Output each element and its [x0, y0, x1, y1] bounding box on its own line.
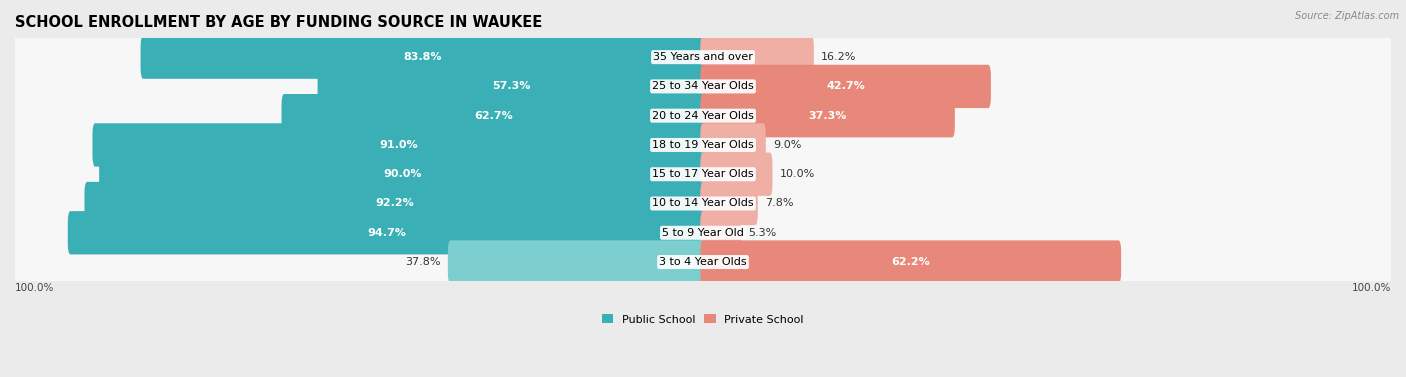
Text: Source: ZipAtlas.com: Source: ZipAtlas.com	[1295, 11, 1399, 21]
Text: 94.7%: 94.7%	[367, 228, 406, 238]
FancyBboxPatch shape	[318, 65, 706, 108]
Text: 100.0%: 100.0%	[15, 282, 55, 293]
FancyBboxPatch shape	[13, 211, 1393, 254]
Legend: Public School, Private School: Public School, Private School	[598, 310, 808, 329]
FancyBboxPatch shape	[141, 35, 706, 79]
Text: 92.2%: 92.2%	[375, 199, 415, 208]
FancyBboxPatch shape	[13, 94, 1393, 137]
FancyBboxPatch shape	[281, 94, 706, 137]
Text: 15 to 17 Year Olds: 15 to 17 Year Olds	[652, 169, 754, 179]
Text: 37.8%: 37.8%	[405, 257, 440, 267]
FancyBboxPatch shape	[700, 182, 758, 225]
FancyBboxPatch shape	[700, 35, 814, 79]
Text: 10 to 14 Year Olds: 10 to 14 Year Olds	[652, 199, 754, 208]
FancyBboxPatch shape	[84, 182, 706, 225]
FancyBboxPatch shape	[700, 123, 766, 167]
FancyBboxPatch shape	[449, 241, 706, 284]
Text: SCHOOL ENROLLMENT BY AGE BY FUNDING SOURCE IN WAUKEE: SCHOOL ENROLLMENT BY AGE BY FUNDING SOUR…	[15, 15, 543, 30]
FancyBboxPatch shape	[700, 65, 991, 108]
FancyBboxPatch shape	[13, 153, 1393, 196]
Text: 10.0%: 10.0%	[780, 169, 815, 179]
FancyBboxPatch shape	[13, 35, 1393, 79]
FancyBboxPatch shape	[93, 123, 706, 167]
Text: 20 to 24 Year Olds: 20 to 24 Year Olds	[652, 111, 754, 121]
Text: 5 to 9 Year Old: 5 to 9 Year Old	[662, 228, 744, 238]
Text: 90.0%: 90.0%	[384, 169, 422, 179]
FancyBboxPatch shape	[67, 211, 706, 254]
Text: 16.2%: 16.2%	[821, 52, 856, 62]
Text: 9.0%: 9.0%	[773, 140, 801, 150]
FancyBboxPatch shape	[700, 153, 772, 196]
FancyBboxPatch shape	[100, 153, 706, 196]
Text: 83.8%: 83.8%	[404, 52, 443, 62]
Text: 37.3%: 37.3%	[808, 111, 846, 121]
Text: 62.2%: 62.2%	[891, 257, 931, 267]
Text: 57.3%: 57.3%	[492, 81, 531, 91]
FancyBboxPatch shape	[13, 182, 1393, 225]
FancyBboxPatch shape	[13, 241, 1393, 284]
Text: 3 to 4 Year Olds: 3 to 4 Year Olds	[659, 257, 747, 267]
FancyBboxPatch shape	[700, 211, 741, 254]
Text: 100.0%: 100.0%	[1351, 282, 1391, 293]
FancyBboxPatch shape	[13, 65, 1393, 108]
FancyBboxPatch shape	[700, 241, 1121, 284]
FancyBboxPatch shape	[13, 123, 1393, 167]
Text: 35 Years and over: 35 Years and over	[652, 52, 754, 62]
Text: 5.3%: 5.3%	[748, 228, 776, 238]
Text: 7.8%: 7.8%	[765, 199, 793, 208]
Text: 42.7%: 42.7%	[827, 81, 865, 91]
FancyBboxPatch shape	[700, 94, 955, 137]
Text: 62.7%: 62.7%	[474, 111, 513, 121]
Text: 18 to 19 Year Olds: 18 to 19 Year Olds	[652, 140, 754, 150]
Text: 25 to 34 Year Olds: 25 to 34 Year Olds	[652, 81, 754, 91]
Text: 91.0%: 91.0%	[380, 140, 419, 150]
